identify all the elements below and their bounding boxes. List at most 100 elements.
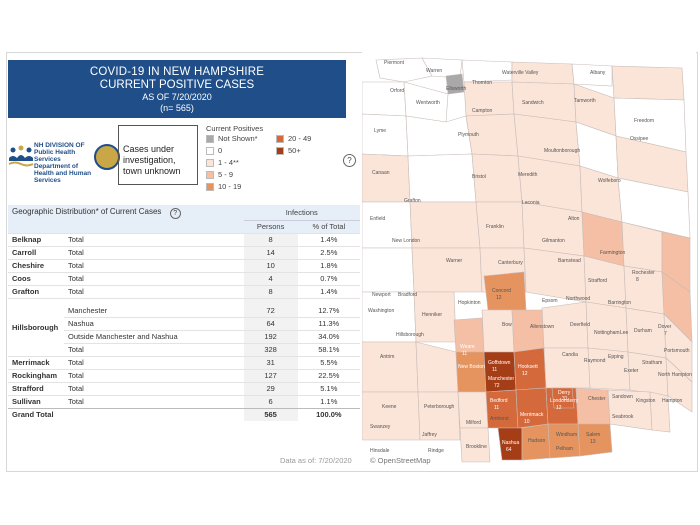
legend-help-icon[interactable]: ?	[343, 154, 356, 167]
map-town-label: Derry	[558, 390, 571, 396]
map-town-label: Pelham	[556, 446, 573, 452]
persons-cell: 192	[243, 329, 298, 343]
map-town-label: Nashua	[502, 440, 519, 446]
distribution-table: Geographic Distribution* of Current Case…	[8, 205, 360, 421]
title-date: AS OF 7/20/2020	[142, 92, 212, 102]
map-town-label: Antrim	[380, 354, 394, 360]
map-town-label: Bedford	[490, 398, 508, 404]
legend-swatch	[206, 158, 214, 167]
map-town-label: Dover	[658, 324, 672, 330]
pct-cell: 11.3%	[297, 316, 360, 330]
map-town-label: New London	[392, 238, 420, 244]
dhhs-logo-text: NH DIVISION OF Public Health Services De…	[34, 142, 92, 184]
persons-cell: 64	[243, 316, 298, 330]
map-legend: Current Positives Not Shown* 0 1 - 4** 5…	[206, 124, 351, 194]
map-count: 12	[556, 405, 562, 411]
county-cell: Grafton	[8, 284, 64, 298]
map-town-label: Strafford	[588, 278, 607, 284]
table-row: Hillsborough Manchester 72 12.7%	[8, 297, 360, 356]
persons-cell: 4	[243, 271, 298, 285]
pct-cell: 5.1%	[297, 381, 360, 395]
map-town-label: Jaffrey	[422, 432, 437, 438]
map-town-label: Nottingham	[594, 330, 620, 336]
table-row: Total 328 58.1%	[8, 342, 360, 356]
nh-map-svg: Piermont Warren Ellsworth Waterville Val…	[361, 52, 696, 470]
map-town-label: Henniker	[422, 312, 442, 318]
map-town-label: Farmington	[600, 250, 626, 256]
map-town-label: Newport	[372, 292, 391, 298]
pct-cell: 58.1%	[297, 342, 360, 356]
map-town-label: Moultonborough	[544, 148, 580, 154]
persons-header[interactable]: Persons	[256, 222, 285, 231]
map-town-label: Ellsworth	[446, 86, 467, 92]
map-town-label: Wolfeboro	[598, 178, 621, 184]
table-title: Geographic Distribution* of Current Case…	[8, 205, 244, 220]
map-town-label: Concord	[492, 288, 511, 294]
grand-total-persons: 565	[243, 407, 298, 421]
county-cell: Rockingham	[8, 368, 64, 382]
map-town-label: Salem	[586, 432, 600, 438]
legend-swatch	[276, 146, 284, 155]
persons-cell: 8	[243, 232, 298, 246]
map-town-label: Laconia	[522, 200, 540, 206]
legend-swatch	[206, 182, 214, 191]
map-town-label: Bradford	[398, 292, 417, 298]
county-cell: Hillsborough	[8, 297, 64, 356]
map-town-label: Stratham	[642, 360, 662, 366]
map-count: 12	[522, 371, 528, 377]
sub-cell: Total	[64, 232, 244, 246]
map-town-label: Milford	[466, 420, 481, 426]
legend-item[interactable]: 1 - 4**	[206, 158, 239, 167]
table-row: Cheshire Total 10 1.8%	[8, 258, 360, 272]
map-town-label: Amherst	[490, 416, 509, 422]
county-cell: Strafford	[8, 381, 64, 395]
dhhs-logo: NH DIVISION OF Public Health Services De…	[8, 140, 120, 184]
persons-cell: 8	[243, 284, 298, 298]
map-town-label: Weare	[460, 344, 475, 350]
grand-total-pct: 100.0%	[297, 407, 360, 421]
map-town-label: Brookline	[466, 444, 487, 450]
map-town-label: Bristol	[472, 174, 486, 180]
pct-cell: 5.5%	[297, 355, 360, 369]
legend-item[interactable]: Not Shown*	[206, 134, 258, 143]
legend-swatch	[206, 146, 214, 155]
legend-item[interactable]: 0	[206, 146, 222, 155]
table-help-icon[interactable]: ?	[169, 208, 181, 219]
table-row: Strafford Total 29 5.1%	[8, 381, 360, 395]
map-town-label: Sandwich	[522, 100, 544, 106]
table-row: Outside Manchester and Nashua 192 34.0%	[8, 329, 360, 343]
legend-item[interactable]: 10 - 19	[206, 182, 241, 191]
legend-label: 1 - 4**	[218, 158, 239, 167]
osm-attribution[interactable]: © OpenStreetMap	[370, 456, 431, 465]
sub-cell: Total	[64, 342, 244, 356]
map-town-label: Gilmanton	[542, 238, 565, 244]
map-town-label: Alton	[568, 216, 580, 222]
map-town-label: Hinsdale	[370, 448, 390, 454]
map-town-label: Allenstown	[530, 324, 554, 330]
map-town-label: Goffstown	[488, 360, 511, 366]
legend-item[interactable]: 5 - 9	[206, 170, 233, 179]
legend-swatch	[206, 134, 214, 143]
map-town-label: Keene	[382, 404, 397, 410]
nh-map[interactable]: Piermont Warren Ellsworth Waterville Val…	[361, 52, 696, 470]
map-town-label: Franklin	[486, 224, 504, 230]
map-town-label: Hillsborough	[396, 332, 424, 338]
legend-swatch	[276, 134, 284, 143]
map-count: 11	[462, 351, 467, 357]
county-cell: Sullivan	[8, 394, 64, 408]
map-town-label: Merrimack	[520, 412, 544, 418]
county-cell: Belknap	[8, 232, 64, 246]
map-town-label: New Boston	[458, 364, 485, 370]
legend-item[interactable]: 50+	[276, 146, 301, 155]
map-town-label: Rindge	[428, 448, 444, 454]
map-town-label: Canterbury	[498, 260, 523, 266]
legend-item[interactable]: 20 - 49	[276, 134, 311, 143]
pct-cell: 34.0%	[297, 329, 360, 343]
grand-total-label: Grand Total	[8, 407, 244, 421]
pct-header[interactable]: % of Total	[312, 222, 346, 231]
map-town-label: Peterborough	[424, 404, 455, 410]
map-count: 11	[494, 405, 499, 411]
sub-cell: Total	[64, 394, 244, 408]
sub-cell: Total	[64, 368, 244, 382]
map-count: 11	[492, 367, 497, 373]
